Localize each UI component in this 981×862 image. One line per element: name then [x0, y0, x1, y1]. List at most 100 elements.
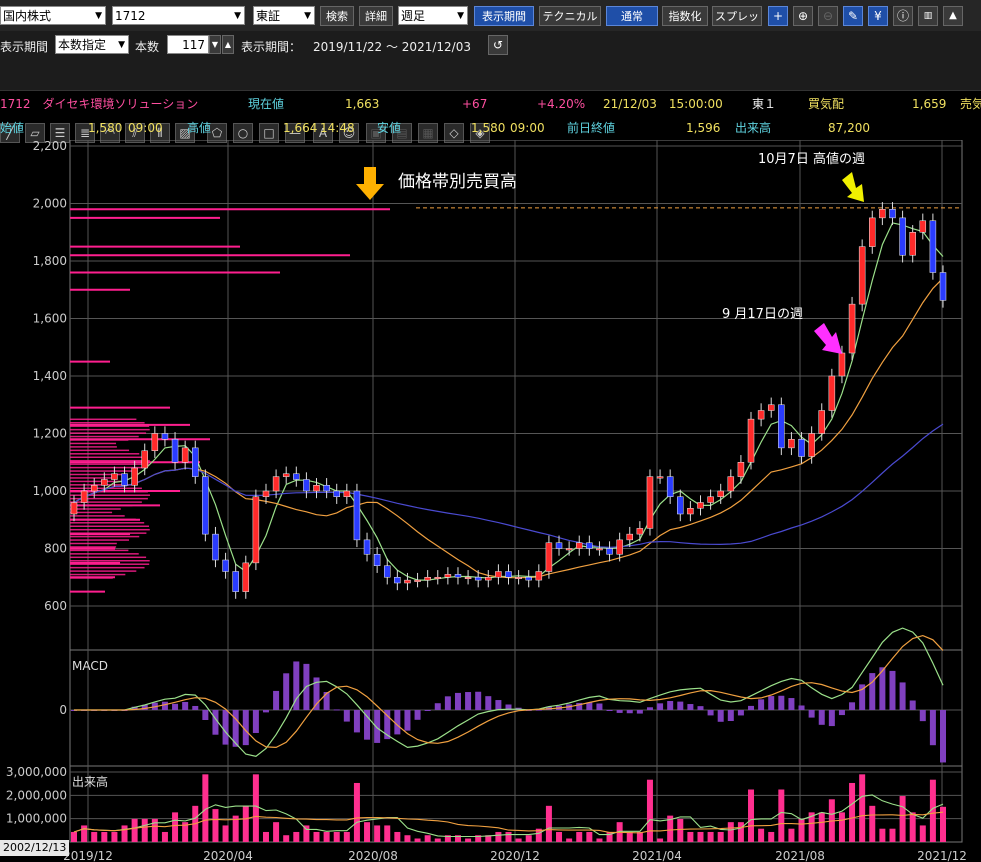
- search-button[interactable]: 検索: [320, 6, 354, 26]
- volume-bar: [364, 822, 371, 842]
- count-input[interactable]: 117: [167, 35, 209, 54]
- info-icon[interactable]: ⓘ: [893, 6, 913, 26]
- volume-bar: [889, 828, 896, 842]
- date-readout: 2002/12/13: [0, 840, 70, 856]
- candle-down: [192, 447, 199, 477]
- candle-down: [929, 220, 937, 273]
- ruler-tool-icon[interactable]: ▱: [25, 123, 45, 143]
- volume-bar: [697, 831, 704, 842]
- index-button[interactable]: 指数化: [662, 6, 708, 26]
- detail-button[interactable]: 詳細: [359, 6, 393, 26]
- macd-histogram-bar: [616, 710, 623, 713]
- vbp-bar: [70, 542, 117, 545]
- line-tool-icon[interactable]: ╱: [0, 123, 20, 143]
- hline-tool-icon[interactable]: —: [285, 123, 305, 143]
- vbp-bar: [70, 535, 140, 538]
- normal-button[interactable]: 通常: [606, 6, 658, 26]
- clear-tool-icon[interactable]: ▦: [418, 123, 438, 143]
- quote-row-2: 始値 1,580 09:00 高値 1,664 14:48 安値 1,580 0…: [0, 117, 981, 139]
- volume-bar: [899, 796, 906, 842]
- change-value: +67: [462, 97, 488, 111]
- macd-histogram-bar: [737, 710, 744, 716]
- area-chart-icon[interactable]: ▲: [943, 6, 963, 26]
- vertical-lines-icon[interactable]: ⦀: [150, 123, 170, 143]
- count-down-icon[interactable]: ▼: [209, 35, 221, 54]
- macd-histogram-bar: [374, 710, 381, 743]
- macd-histogram-bar: [646, 707, 653, 710]
- rectangle-tool-icon[interactable]: □: [259, 123, 279, 143]
- macd-histogram-bar: [212, 710, 219, 735]
- price-chart[interactable]: 2,200 2,000 1,800 1,600 1,400 1,200 1,000 800 60…: [0, 140, 981, 862]
- crosshair-icon[interactable]: +: [768, 6, 788, 26]
- vbp-bar: [70, 561, 120, 564]
- volume-bar: [141, 818, 148, 842]
- volume-bar: [758, 828, 765, 842]
- circle-tool-icon[interactable]: ○: [233, 123, 253, 143]
- candle-up: [434, 577, 442, 579]
- candle-up: [535, 571, 543, 581]
- volume-bar: [71, 831, 77, 842]
- text-tool-icon[interactable]: A: [313, 123, 333, 143]
- vbp-bar: [70, 508, 121, 510]
- eraser-tool-icon[interactable]: ◇: [444, 123, 464, 143]
- volume-bar: [465, 838, 472, 842]
- paste-tool-icon[interactable]: ▤: [392, 123, 412, 143]
- period-mode-select[interactable]: 本数指定 ▼: [55, 35, 129, 54]
- volume-bar: [333, 831, 340, 842]
- volume-bar: [262, 831, 269, 842]
- macd-histogram-bar: [475, 691, 482, 710]
- vbp-bar: [70, 446, 117, 448]
- market-select[interactable]: 国内株式 ▼: [0, 6, 106, 25]
- zoom-out-icon[interactable]: ⊖: [818, 6, 838, 26]
- candle-up: [131, 467, 138, 486]
- eraser-all-icon[interactable]: ◈: [470, 123, 490, 143]
- fan-tool-icon[interactable]: ⫽: [125, 123, 145, 143]
- volume-bar: [778, 789, 785, 842]
- candle-down: [798, 439, 805, 457]
- channel-tool-icon[interactable]: ▨: [175, 123, 195, 143]
- macd-histogram-bar: [495, 700, 502, 710]
- chevron-down-icon: ▼: [457, 11, 464, 21]
- moving-average-line: [73, 423, 944, 548]
- volume-bar: [384, 825, 391, 842]
- zoom-in-icon[interactable]: ⊕: [793, 6, 813, 26]
- count-up-icon[interactable]: ▲: [222, 35, 234, 54]
- period-select[interactable]: 週足 ▼: [398, 6, 468, 25]
- my-chart-icon[interactable]: ▥: [918, 6, 938, 26]
- candle-up: [757, 410, 765, 420]
- candle-up: [141, 450, 148, 469]
- macd-histogram-bar: [818, 710, 825, 725]
- volume-bar: [161, 831, 168, 842]
- code-select[interactable]: 1712 ▼: [112, 6, 245, 25]
- arc-tool-icon[interactable]: ◠: [100, 123, 120, 143]
- pencil-icon[interactable]: ✎: [843, 6, 863, 26]
- volume-bar: [576, 831, 583, 842]
- time-tick-label: 2021/08: [775, 849, 825, 862]
- icon-tool-icon[interactable]: ☺: [339, 123, 359, 143]
- fib-lines-icon[interactable]: ≣: [75, 123, 95, 143]
- refresh-icon[interactable]: ↺: [488, 35, 508, 55]
- vbp-bar: [70, 533, 130, 536]
- macd-histogram-bar: [454, 692, 461, 710]
- macd-histogram-bar: [161, 701, 168, 710]
- vbp-bar: [70, 456, 147, 458]
- technical-button[interactable]: テクニカル: [539, 6, 601, 26]
- candle-up: [343, 490, 351, 497]
- volume-bar: [222, 825, 229, 842]
- display-period-button[interactable]: 表示期間: [474, 6, 534, 26]
- copy-tool-icon[interactable]: ▣: [366, 123, 386, 143]
- high-value: 1,664: [283, 121, 318, 135]
- horizontal-lines-icon[interactable]: ☰: [50, 123, 70, 143]
- price-tick-label: 600: [44, 599, 67, 613]
- sep-week-annotation: 9 月17日の週: [722, 307, 803, 322]
- volume-bar: [525, 835, 532, 842]
- yen-icon[interactable]: ¥: [868, 6, 888, 26]
- volume-bar: [707, 831, 714, 842]
- pentagon-tool-icon[interactable]: ⬠: [207, 123, 227, 143]
- spread-button[interactable]: スプレッド: [712, 6, 762, 43]
- exchange-select[interactable]: 東証 ▼: [253, 6, 315, 25]
- price-tick-label: 2,000: [33, 197, 67, 211]
- vbp-bar: [70, 522, 145, 524]
- volume-bar: [182, 822, 189, 842]
- vbp-bar: [70, 453, 140, 455]
